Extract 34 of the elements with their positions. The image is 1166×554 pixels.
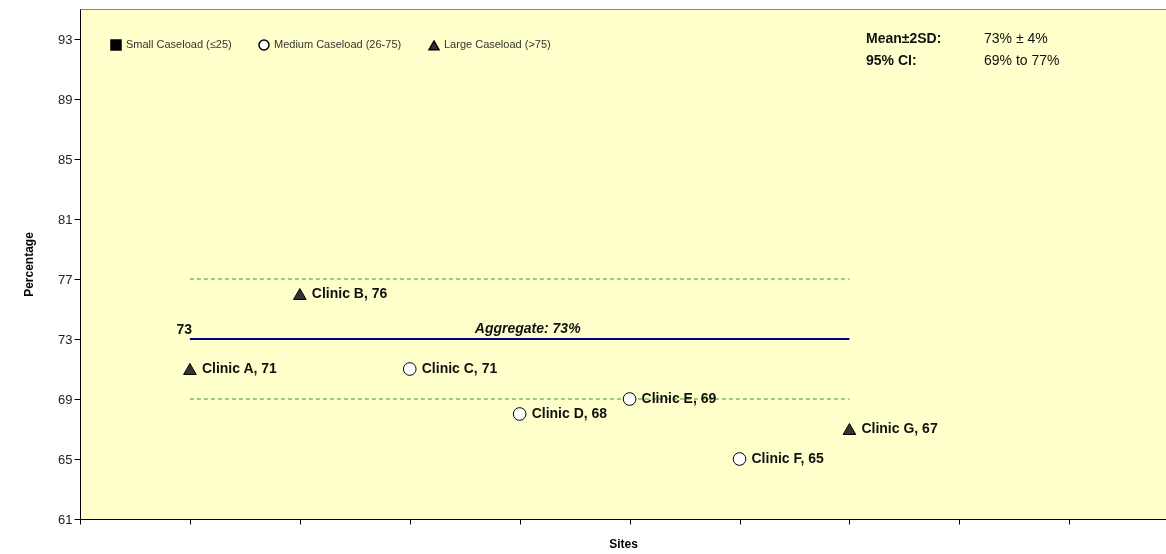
- data-label: Clinic D, 68: [531, 405, 608, 421]
- y-tick-label: 81: [58, 211, 73, 227]
- point: [622, 392, 637, 406]
- data-label: Clinic C, 71: [421, 360, 498, 376]
- point: [293, 288, 307, 300]
- y-tick-label: 65: [58, 451, 73, 467]
- annotation: 95% CI:: [866, 52, 917, 68]
- data-label: Clinic F, 65: [751, 450, 825, 466]
- annotation: Mean±2SD:: [866, 30, 942, 46]
- point: [512, 407, 527, 421]
- annotation: 69% to 77%: [984, 52, 1060, 68]
- x-axis-title: Sites: [609, 537, 639, 551]
- y-axis-title: Percentage: [22, 231, 37, 297]
- point: [183, 363, 197, 375]
- data-label: Clinic G, 67: [861, 420, 938, 436]
- legend-label: Small Caseload (≤25): [126, 38, 232, 50]
- legend-label: Large Caseload (>75): [444, 38, 551, 51]
- y-tick-label: 89: [58, 91, 73, 107]
- legend-label: Medium Caseload (26-75): [274, 38, 402, 50]
- y-tick-label: 61: [58, 511, 73, 527]
- point: [732, 452, 747, 466]
- y-tick-label: 69: [58, 391, 73, 407]
- data-label: Clinic A, 71: [201, 360, 278, 376]
- point: [842, 423, 857, 435]
- data-label: Clinic E, 69: [641, 390, 717, 406]
- annotation: Aggregate: 73%: [473, 320, 582, 336]
- y-tick-label: 85: [58, 151, 73, 167]
- annotation: 73% ± 4%: [984, 30, 1048, 46]
- y-tick-label: 93: [58, 31, 73, 47]
- data-label: Clinic B, 76: [311, 285, 388, 301]
- point: [402, 362, 417, 376]
- y-tick-label: 77: [58, 271, 73, 287]
- y-tick-label: 73: [58, 331, 73, 347]
- annotation: 73: [176, 321, 193, 337]
